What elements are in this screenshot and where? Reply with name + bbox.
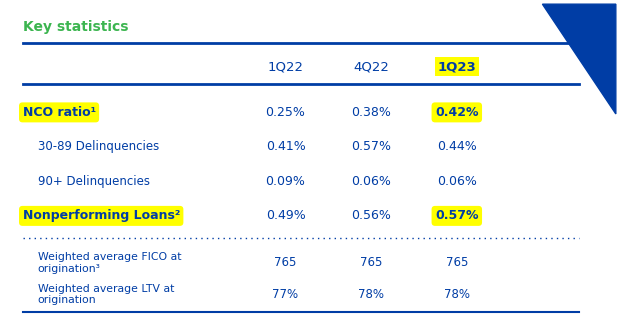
Text: 0.09%: 0.09%	[265, 175, 306, 188]
Text: 78%: 78%	[358, 288, 384, 301]
Text: Weighted average FICO at
origination³: Weighted average FICO at origination³	[38, 252, 181, 274]
Text: 0.25%: 0.25%	[265, 106, 306, 119]
Text: 78%: 78%	[444, 288, 470, 301]
Text: 30-89 Delinquencies: 30-89 Delinquencies	[38, 140, 159, 153]
Text: 0.56%: 0.56%	[351, 209, 391, 223]
Text: 0.06%: 0.06%	[437, 175, 477, 188]
Text: 0.57%: 0.57%	[435, 209, 479, 223]
Text: 0.44%: 0.44%	[437, 140, 477, 153]
Text: 0.06%: 0.06%	[351, 175, 391, 188]
Text: 765: 765	[274, 256, 297, 270]
Text: Nonperforming Loans²: Nonperforming Loans²	[22, 209, 180, 223]
Polygon shape	[542, 4, 616, 114]
Text: Key statistics: Key statistics	[22, 20, 128, 34]
Text: 765: 765	[360, 256, 383, 270]
Text: 1Q23: 1Q23	[438, 61, 476, 73]
Text: 1Q22: 1Q22	[268, 61, 304, 73]
Text: 0.41%: 0.41%	[265, 140, 306, 153]
Text: 4Q22: 4Q22	[353, 61, 389, 73]
Text: 0.57%: 0.57%	[351, 140, 391, 153]
Text: 765: 765	[446, 256, 468, 270]
Text: 0.38%: 0.38%	[351, 106, 391, 119]
Text: NCO ratio¹: NCO ratio¹	[22, 106, 95, 119]
Text: 0.42%: 0.42%	[435, 106, 479, 119]
Text: 0.49%: 0.49%	[265, 209, 306, 223]
Text: Weighted average LTV at
origination: Weighted average LTV at origination	[38, 283, 174, 305]
Text: 90+ Delinquencies: 90+ Delinquencies	[38, 175, 150, 188]
Text: 77%: 77%	[272, 288, 299, 301]
